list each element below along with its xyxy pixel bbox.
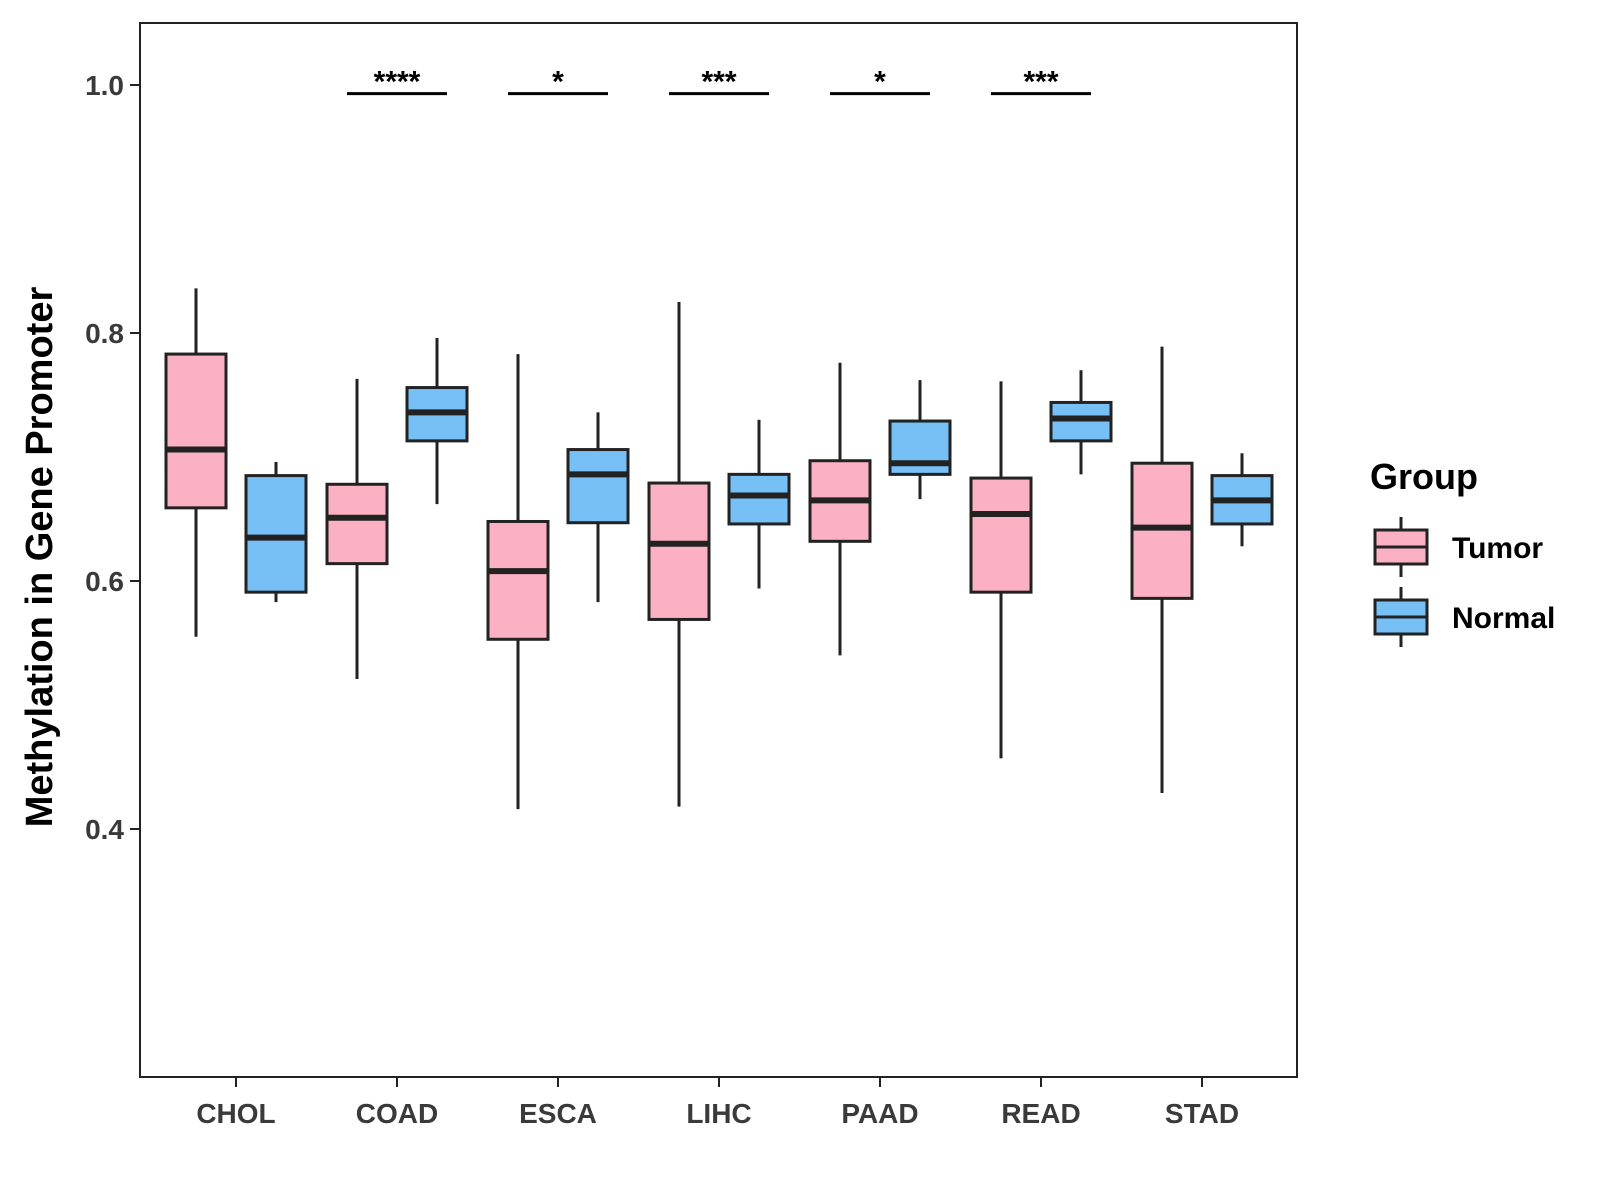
iqr-box bbox=[1049, 400, 1113, 443]
legend: Group Tumor Normal bbox=[1370, 456, 1555, 647]
box-tumor-paad bbox=[808, 362, 872, 656]
significance-label: *** bbox=[1023, 66, 1058, 99]
iqr-box bbox=[727, 472, 791, 526]
x-tick-label-lihc: LIHC bbox=[686, 1098, 751, 1129]
significance-annotations: **** * *** * *** bbox=[347, 66, 1091, 99]
x-tick-label-esca: ESCA bbox=[519, 1098, 597, 1129]
significance-label: *** bbox=[701, 66, 736, 99]
box-normal-chol bbox=[244, 461, 308, 603]
box-normal-coad bbox=[405, 337, 469, 505]
box-normal-read bbox=[1049, 370, 1113, 475]
x-tick-label-paad: PAAD bbox=[841, 1098, 918, 1129]
box-tumor-stad bbox=[1130, 346, 1194, 794]
box-tumor-read bbox=[969, 381, 1033, 759]
significance-paad: * bbox=[830, 66, 930, 99]
y-tick-label: 0.8 bbox=[85, 318, 124, 349]
box-tumor-esca bbox=[486, 354, 550, 810]
significance-label: * bbox=[874, 66, 886, 99]
box-tumor-lihc bbox=[647, 302, 711, 807]
plot-panel-border bbox=[139, 22, 1298, 1078]
x-tick-label-stad: STAD bbox=[1165, 1098, 1239, 1129]
iqr-box bbox=[969, 476, 1033, 594]
iqr-box bbox=[647, 481, 711, 621]
iqr-box bbox=[888, 419, 952, 476]
iqr-box bbox=[325, 482, 389, 566]
y-tick-label: 1.0 bbox=[85, 70, 124, 101]
significance-label: **** bbox=[374, 66, 421, 99]
box-normal-stad bbox=[1210, 453, 1274, 547]
y-axis-title: Methylation in Gene Promoter bbox=[19, 287, 61, 828]
legend-label-tumor: Tumor bbox=[1452, 532, 1543, 565]
x-tick-label-read: READ bbox=[1001, 1098, 1080, 1129]
x-tick-label-chol: CHOL bbox=[196, 1098, 275, 1129]
legend-label-normal: Normal bbox=[1452, 602, 1555, 635]
iqr-box bbox=[244, 474, 308, 594]
y-tick-label: 0.6 bbox=[85, 566, 124, 597]
boxes bbox=[164, 288, 1274, 810]
x-tick-label-coad: COAD bbox=[356, 1098, 438, 1129]
box-normal-esca bbox=[566, 412, 630, 603]
significance-lihc: *** bbox=[669, 66, 769, 99]
box-tumor-chol bbox=[164, 288, 228, 637]
box-tumor-coad bbox=[325, 378, 389, 679]
legend-title: Group bbox=[1370, 456, 1478, 497]
significance-coad: **** bbox=[347, 66, 447, 99]
iqr-box bbox=[566, 448, 630, 525]
y-tick-label: 0.4 bbox=[85, 814, 124, 845]
iqr-box bbox=[486, 519, 550, 641]
box-normal-paad bbox=[888, 380, 952, 500]
legend-entry-tumor: Tumor bbox=[1373, 517, 1543, 577]
significance-read: *** bbox=[991, 66, 1091, 99]
axes: 0.4 0.6 0.8 1.0 CHOL COAD ESCA LIHC PAAD READ STAD bbox=[85, 22, 1298, 1129]
box-normal-lihc bbox=[727, 419, 791, 589]
significance-esca: * bbox=[508, 66, 608, 99]
legend-entry-normal: Normal bbox=[1373, 587, 1555, 647]
iqr-box bbox=[1130, 461, 1194, 600]
iqr-box bbox=[164, 352, 228, 510]
significance-label: * bbox=[552, 66, 564, 99]
